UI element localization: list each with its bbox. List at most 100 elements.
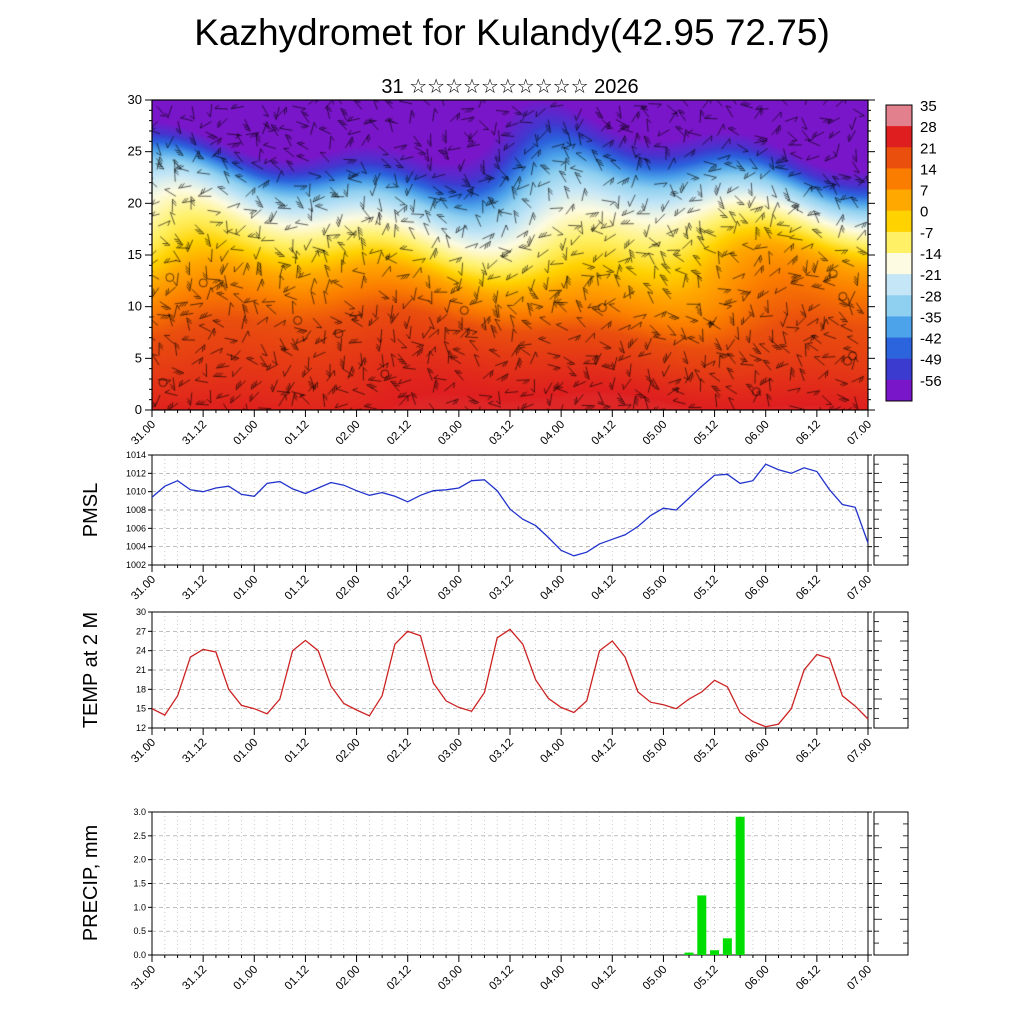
precip-x-tick-label: 31.12 [180, 964, 209, 993]
xsec-x-tick-label: 31.12 [180, 419, 209, 448]
precip-axis-label: PRECIP, mm [80, 825, 102, 941]
xsec-x-tick-label: 07.00 [845, 419, 874, 448]
colorbar-tick-label: 21 [920, 140, 937, 157]
xsec-x-tick-label: 06.00 [743, 419, 772, 448]
temp-y-tick-label: 21 [136, 665, 146, 675]
colorbar-tick-label: 35 [920, 98, 937, 115]
colorbar-tick-label: 0 [920, 204, 928, 221]
precip-x-tick-label: 07.00 [845, 964, 874, 993]
precip-frame [151, 811, 869, 956]
precip-x-tick-label: 04.00 [538, 964, 567, 993]
pmsl-y-tick-label: 1006 [126, 523, 146, 533]
colorbar-segment [886, 253, 912, 275]
temp-x-tick-label: 06.12 [794, 737, 823, 766]
xsec-y-tick-label: 0 [135, 402, 142, 417]
precip-x-tick-label: 04.12 [590, 964, 619, 993]
temp-x-tick-label: 04.00 [538, 737, 567, 766]
temp-y-tick-label: 24 [136, 646, 146, 656]
xsec-x-tick-label: 03.00 [436, 419, 465, 448]
temp-aux-box [873, 611, 909, 729]
xsec-y-tick-label: 10 [128, 299, 142, 314]
precip-y-tick-label: 0.5 [133, 926, 146, 936]
xsec-x-tick-label: 04.12 [590, 419, 619, 448]
temp-x-tick-label: 03.12 [487, 737, 516, 766]
colorbar-segment [886, 231, 912, 254]
xsec-x-tick-label: 31.00 [129, 419, 158, 448]
precip-x-tick-label: 06.12 [794, 964, 823, 993]
precip-x-tick-label: 02.12 [385, 964, 414, 993]
xsec-y-tick-label: 30 [128, 92, 142, 107]
precip-x-tick-label: 02.00 [334, 964, 363, 993]
pmsl-y-tick-label: 1012 [126, 468, 146, 478]
temp-frame [151, 611, 869, 729]
pmsl-y-tick-label: 1014 [126, 450, 146, 460]
pmsl-line [151, 463, 869, 557]
pmsl-x-tick-label: 02.12 [385, 574, 414, 603]
forecast-date-subtitle: 31 ☆☆☆☆☆☆☆☆☆☆ 2026 [381, 76, 639, 98]
colorbar-segment [886, 295, 912, 317]
colorbar-segment [886, 210, 912, 233]
pmsl-y-tick-label: 1010 [126, 487, 146, 497]
pmsl-x-tick-label: 01.12 [283, 574, 312, 603]
xsec-y-tick-label: 15 [128, 247, 142, 262]
pmsl-x-tick-label: 05.00 [641, 574, 670, 603]
colorbar-segment [886, 189, 912, 212]
colorbar-segment [886, 126, 912, 148]
colorbar-tick-label: -7 [920, 225, 933, 242]
colorbar-tick-label: 14 [920, 161, 937, 178]
pmsl-axis-label: PMSL [80, 483, 102, 537]
colorbar-tick-label: 7 [920, 183, 928, 200]
pmsl-y-tick-label: 1002 [126, 560, 146, 570]
precip-y-tick-label: 3.0 [133, 807, 146, 817]
precip-bar [735, 816, 745, 955]
xsec-x-tick-label: 01.12 [283, 419, 312, 448]
precip-x-tick-label: 31.00 [129, 964, 158, 993]
pmsl-x-tick-label: 03.00 [436, 574, 465, 603]
colorbar-segment [886, 358, 912, 381]
precip-x-tick-label: 01.00 [232, 964, 261, 993]
colorbar-segment [886, 274, 912, 296]
pmsl-x-tick-label: 06.00 [743, 574, 772, 603]
pmsl-x-tick-label: 05.12 [692, 574, 721, 603]
colorbar-tick-label: -42 [920, 331, 942, 348]
xsec-x-tick-label: 04.00 [538, 419, 567, 448]
colorbar-tick-label: -14 [920, 246, 942, 263]
temp-y-tick-label: 15 [136, 704, 146, 714]
temp-x-tick-label: 31.12 [180, 737, 209, 766]
pmsl-x-tick-label: 31.12 [180, 574, 209, 603]
precip-bar [722, 938, 732, 955]
pmsl-y-tick-label: 1008 [126, 505, 146, 515]
temp-x-tick-label: 05.12 [692, 737, 721, 766]
temp-x-tick-label: 06.00 [743, 737, 772, 766]
temp-x-tick-label: 03.00 [436, 737, 465, 766]
xsec-x-tick-label: 03.12 [487, 419, 516, 448]
colorbar-tick-label: -49 [920, 352, 942, 369]
pmsl-aux-box [873, 454, 909, 566]
xsec-y-tick-label: 20 [128, 195, 142, 210]
precip-x-tick-label: 05.12 [692, 964, 721, 993]
precip-y-tick-label: 0.0 [133, 950, 146, 960]
pmsl-x-tick-label: 31.00 [129, 574, 158, 603]
pmsl-x-tick-label: 03.12 [487, 574, 516, 603]
precip-y-tick-label: 2.0 [133, 855, 146, 865]
precip-bar [697, 895, 707, 955]
precip-x-tick-label: 03.00 [436, 964, 465, 993]
page-title: Kazhydromet for Kulandy(42.95 72.75) [194, 12, 830, 53]
precip-x-tick-label: 06.00 [743, 964, 772, 993]
temp-x-tick-label: 02.00 [334, 737, 363, 766]
precip-x-tick-label: 01.12 [283, 964, 312, 993]
colorbar-segment [886, 147, 912, 169]
precip-bar [710, 950, 720, 955]
precip-y-tick-label: 1.0 [133, 902, 146, 912]
pmsl-x-tick-label: 02.00 [334, 574, 363, 603]
colorbar-frame [885, 104, 913, 402]
xsec-x-tick-label: 01.00 [232, 419, 261, 448]
colorbar-segment [886, 316, 912, 339]
temperature-cross-section-canvas [152, 100, 868, 410]
temp-x-tick-label: 07.00 [845, 737, 874, 766]
pmsl-x-tick-label: 07.00 [845, 574, 874, 603]
precip-aux-box [873, 811, 909, 956]
temp-y-tick-label: 27 [136, 626, 146, 636]
precip-x-tick-label: 05.00 [641, 964, 670, 993]
